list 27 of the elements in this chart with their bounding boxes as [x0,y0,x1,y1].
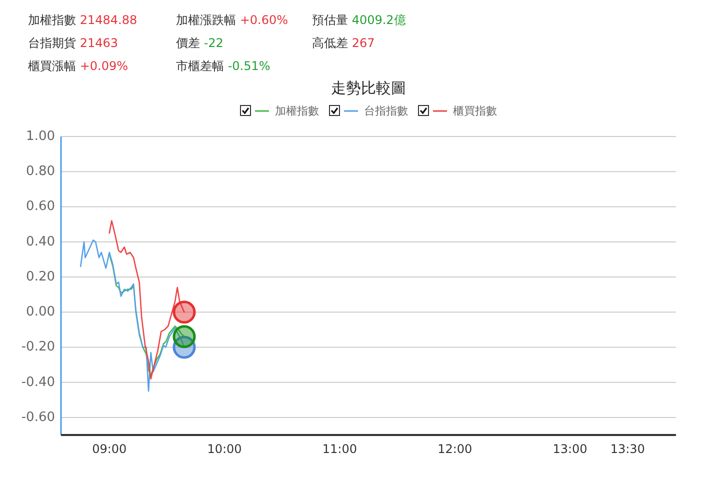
y-tick-label: 0.00 [26,304,55,320]
text: 預估量 4009.2億 [312,13,406,27]
x-tick-label: 13:00 [552,442,588,456]
chart-title: 走勢比較圖 [331,79,406,97]
y-tick-label: 0.80 [26,164,55,180]
text: 市櫃差幅 -0.51% [176,59,270,73]
x-tick-label: 13:30 [610,442,645,456]
y-tick-label: 1.00 [26,129,55,144]
text: 高低差 267 [312,36,375,50]
y-tick-label: 0.20 [26,269,55,284]
y-tick-label: -0.60 [21,410,55,425]
x-tick-label: 12:00 [438,442,472,456]
legend-label: 台指指數 [364,104,408,118]
text: 加權漲跌幅 +0.60% [176,13,288,27]
text: 加權指數 21484.88 [28,13,138,27]
x-tick-label: 10:00 [207,442,242,456]
y-tick-label: -0.20 [21,340,55,355]
legend-label: 加權指數 [275,104,319,118]
y-tick-label: 0.60 [26,199,55,214]
text: 台指期貨 21463 [28,36,118,50]
y-tick-label: 0.40 [26,234,55,250]
text: 價差 -22 [176,36,224,50]
x-tick-label: 11:00 [322,442,358,456]
legend-label: 櫃買指數 [453,104,497,118]
text: 櫃買漲幅 +0.09% [28,59,128,73]
y-tick-label: -0.40 [21,374,55,390]
x-tick-label: 09:00 [92,442,127,456]
